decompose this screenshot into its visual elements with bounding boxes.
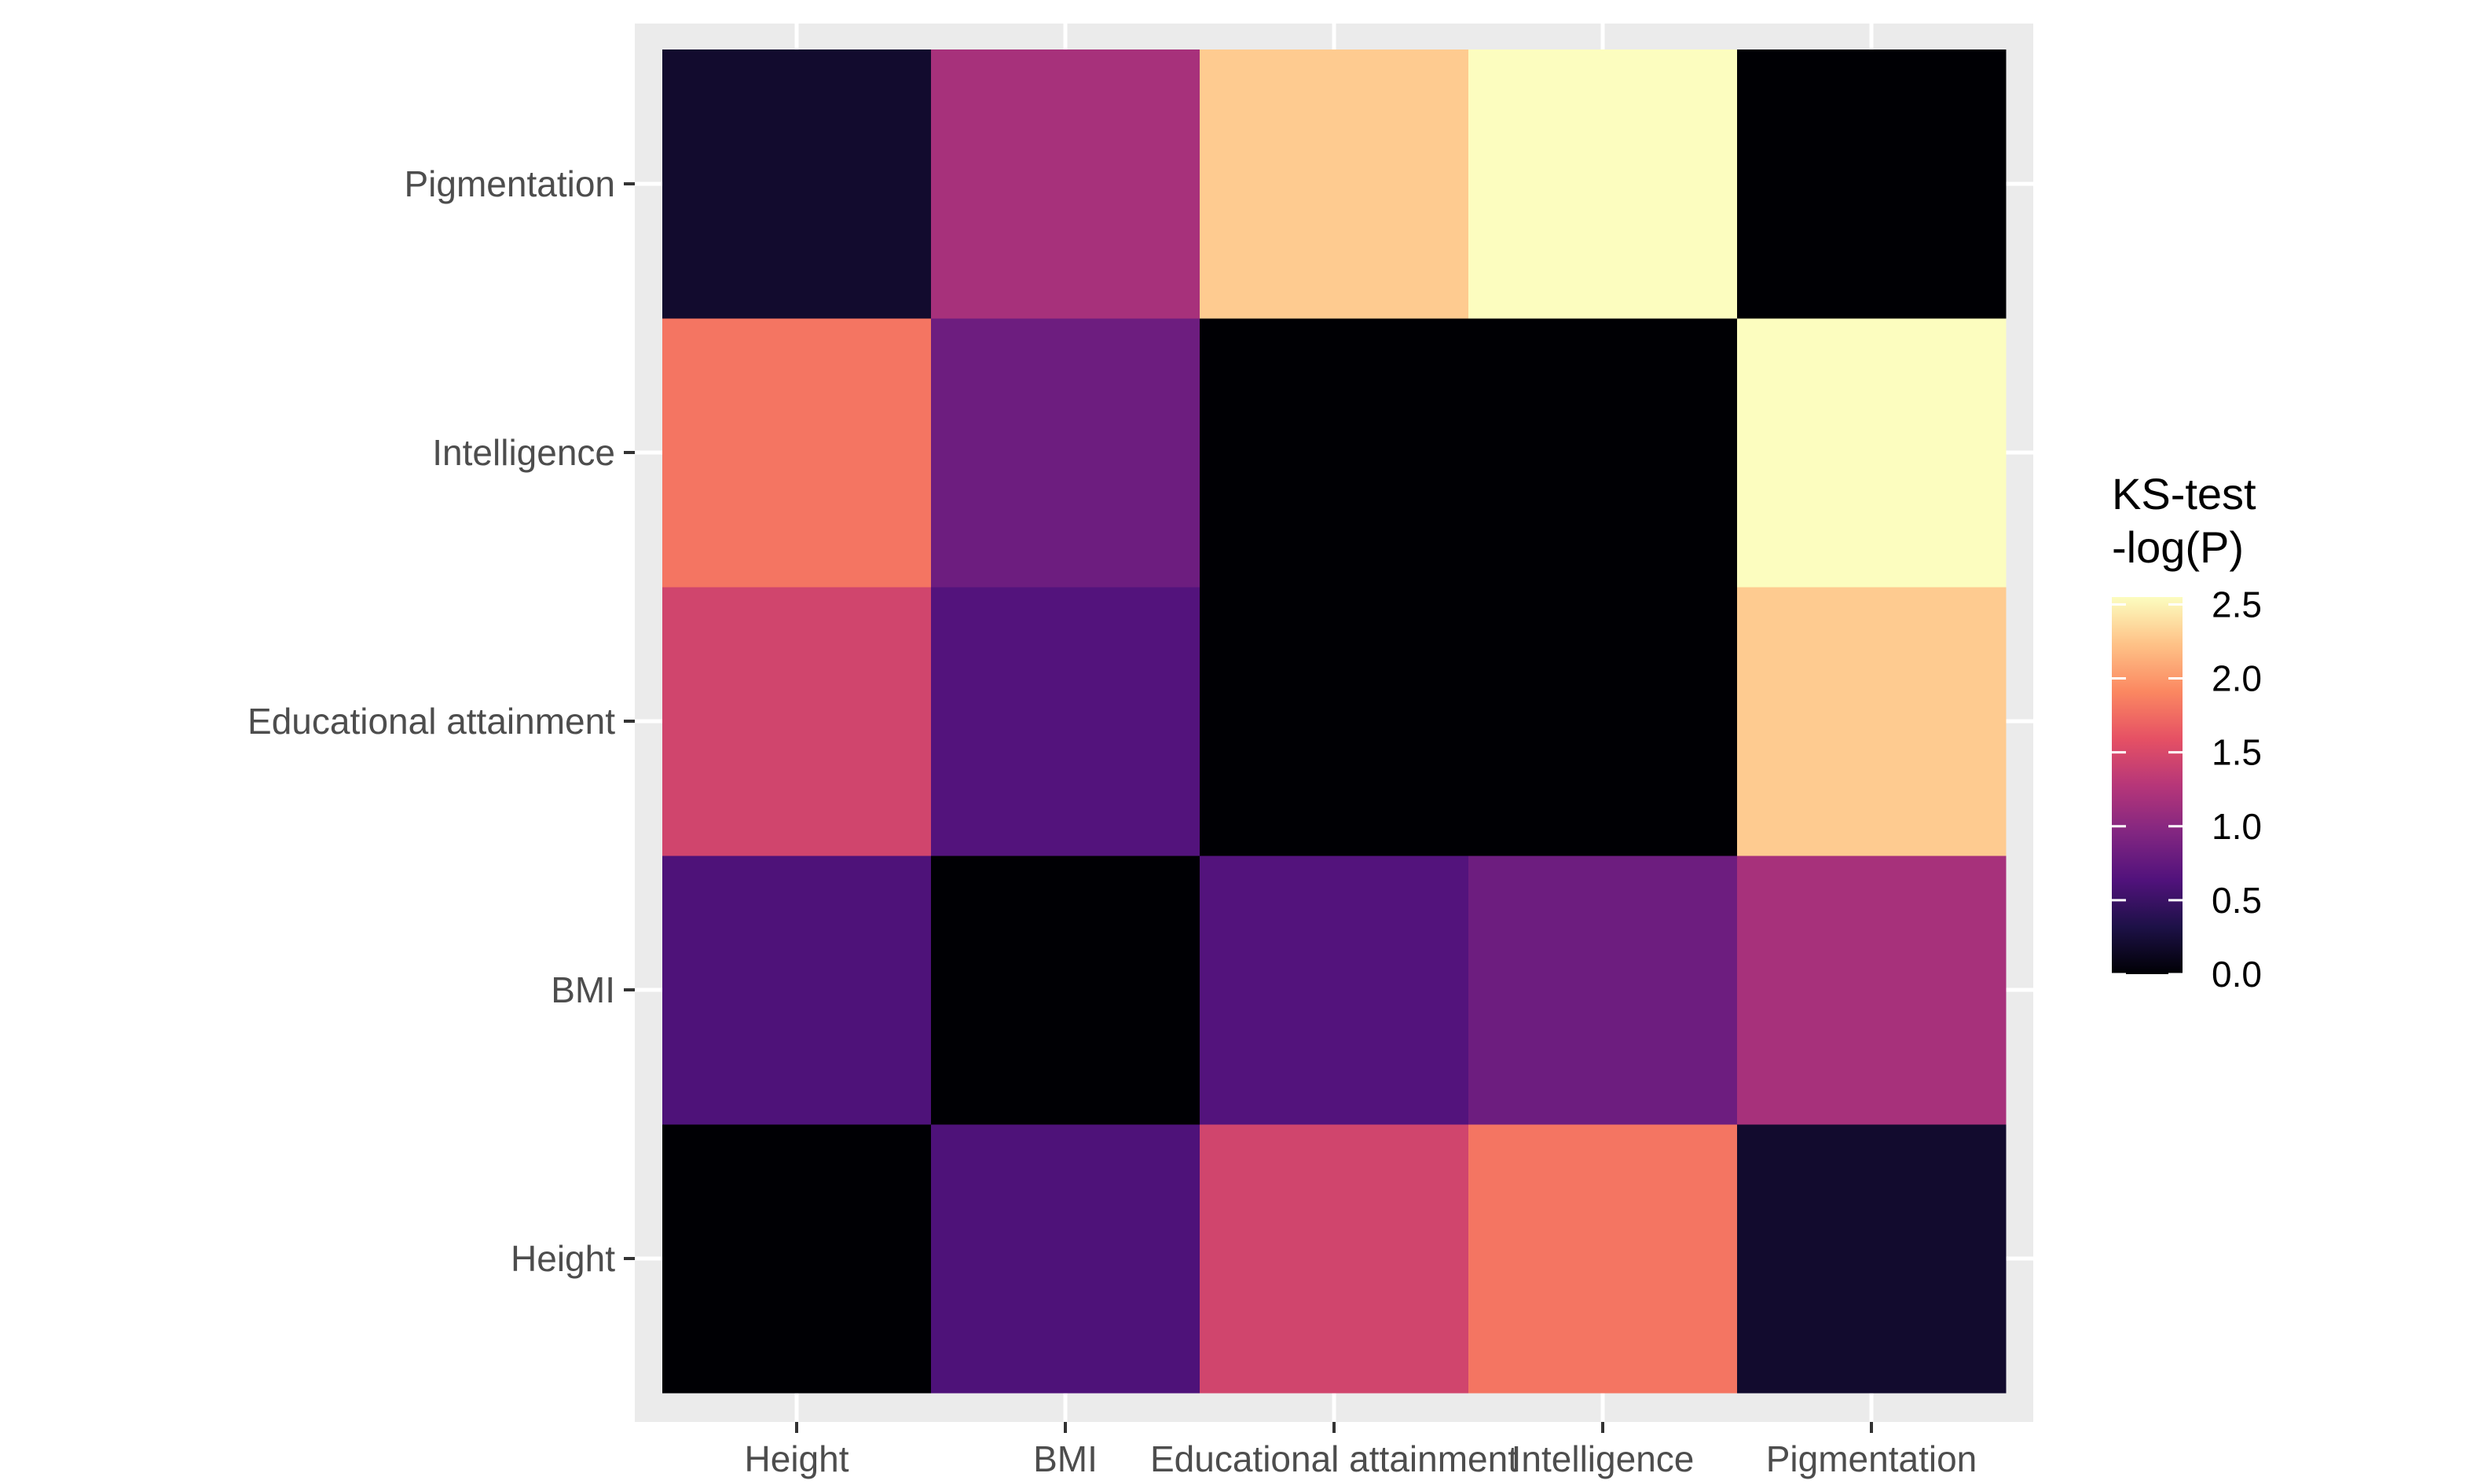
legend-title-line-1: KS-test bbox=[2112, 469, 2256, 518]
legend-title-line-2: -log(P) bbox=[2112, 522, 2244, 572]
heatmap-cell-intelligence-x-pigmentation bbox=[1737, 318, 2007, 588]
heatmap-cell-pigmentation-x-bmi bbox=[931, 49, 1200, 319]
y-tick-label-educational-attainment: Educational attainment bbox=[247, 701, 615, 742]
heatmap-cell-pigmentation-x-educational-attainment bbox=[1200, 49, 1469, 319]
heatmap-cell-educational-attainment-x-height bbox=[662, 587, 932, 856]
legend: KS-test-log(P) 0.0 0.5 1.0 1.5 2.0 2.5 bbox=[2112, 469, 2262, 995]
heatmap-cell-educational-attainment-x-pigmentation bbox=[1737, 587, 2007, 856]
heatmap-cell-height-x-bmi bbox=[931, 1124, 1200, 1394]
y-tick-label-intelligence: Intelligence bbox=[432, 432, 615, 473]
axes: Height BMI Educational attainmentIntellige… bbox=[247, 163, 1977, 1479]
heatmap-cell-educational-attainment-x-bmi bbox=[931, 587, 1200, 856]
y-tick-label-pigmentation: Pigmentation bbox=[405, 163, 616, 204]
heatmap-cell-height-x-intelligence bbox=[1468, 1124, 1738, 1394]
legend-tick-label-5: 2.5 bbox=[2212, 584, 2262, 625]
legend-tick-label-4: 2.0 bbox=[2212, 658, 2262, 699]
heatmap-cell-intelligence-x-intelligence bbox=[1468, 318, 1738, 588]
legend-tick-label-0: 0.0 bbox=[2212, 954, 2262, 995]
heatmap-cells bbox=[662, 49, 2007, 1394]
legend-tick-label-2: 1.0 bbox=[2212, 806, 2262, 847]
heatmap-cell-bmi-x-intelligence bbox=[1468, 856, 1738, 1125]
heatmap-cell-intelligence-x-bmi bbox=[931, 318, 1200, 588]
x-tick-label-intelligence: Intelligence bbox=[1512, 1438, 1695, 1479]
heatmap-cell-bmi-x-pigmentation bbox=[1737, 856, 2007, 1125]
x-tick-label-educational-attainment: Educational attainment bbox=[1150, 1438, 1518, 1479]
heatmap-cell-bmi-x-height bbox=[662, 856, 932, 1125]
x-tick-label-bmi: BMI bbox=[1033, 1438, 1098, 1479]
heatmap-cell-intelligence-x-height bbox=[662, 318, 932, 588]
heatmap-cell-pigmentation-x-pigmentation bbox=[1737, 49, 2007, 319]
heatmap-cell-bmi-x-bmi bbox=[931, 856, 1200, 1125]
heatmap-cell-intelligence-x-educational-attainment bbox=[1200, 318, 1469, 588]
heatmap-cell-height-x-height bbox=[662, 1124, 932, 1394]
legend-tick-label-3: 1.5 bbox=[2212, 732, 2262, 773]
heatmap-cell-height-x-pigmentation bbox=[1737, 1124, 2007, 1394]
x-tick-label-pigmentation: Pigmentation bbox=[1766, 1438, 1977, 1479]
y-tick-label-bmi: BMI bbox=[551, 969, 615, 1010]
heatmap-cell-educational-attainment-x-educational-attainment bbox=[1200, 587, 1469, 856]
heatmap-cell-height-x-educational-attainment bbox=[1200, 1124, 1469, 1394]
heatmap-cell-pigmentation-x-intelligence bbox=[1468, 49, 1738, 319]
heatmap-cell-educational-attainment-x-intelligence bbox=[1468, 587, 1738, 856]
legend-tick-label-1: 0.5 bbox=[2212, 880, 2262, 921]
heatmap-cell-bmi-x-educational-attainment bbox=[1200, 856, 1469, 1125]
x-tick-label-height: Height bbox=[745, 1438, 849, 1479]
legend-colorbar bbox=[2112, 597, 2183, 974]
y-tick-label-height: Height bbox=[511, 1238, 615, 1279]
heatmap-cell-pigmentation-x-height bbox=[662, 49, 932, 319]
